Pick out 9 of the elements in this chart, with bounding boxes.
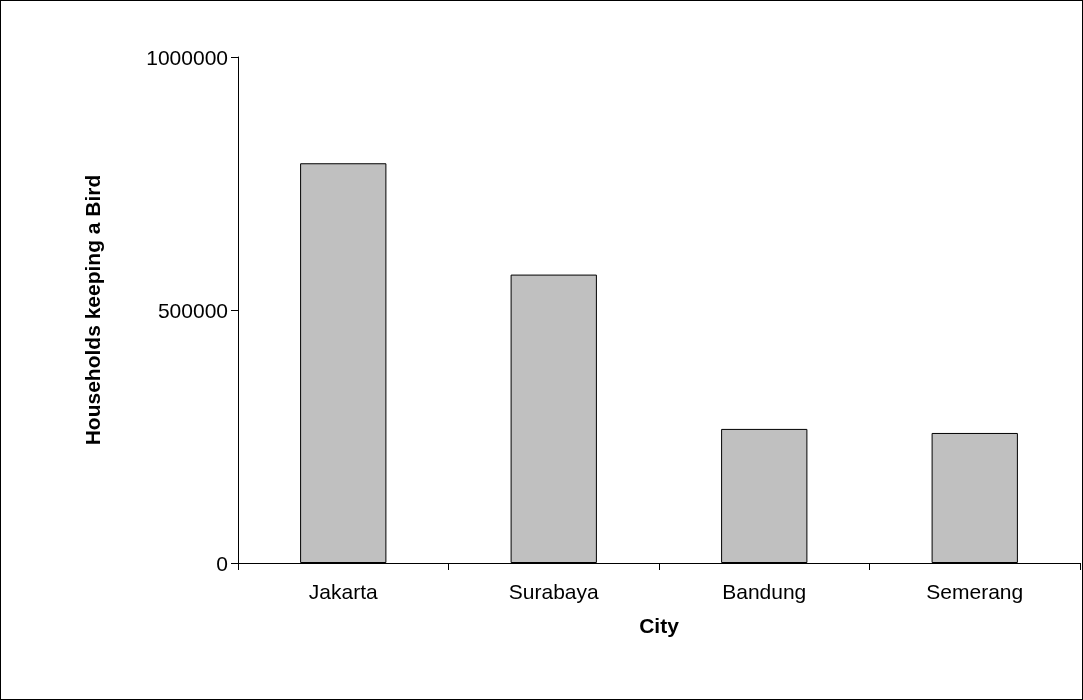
x-tick-label: Surabaya <box>508 580 600 603</box>
y-tick-label: 500000 <box>157 298 228 322</box>
y-tick-label: 0 <box>216 551 228 575</box>
y-tick-label: 1000000 <box>146 45 228 69</box>
y-axis-title: Households keeping a Bird <box>81 174 104 446</box>
x-tick-label: Jakarta <box>308 580 378 603</box>
x-axis-title: City <box>639 614 680 637</box>
x-tick-label: Bandung <box>722 580 807 603</box>
x-tick-label: Semerang <box>926 580 1024 603</box>
